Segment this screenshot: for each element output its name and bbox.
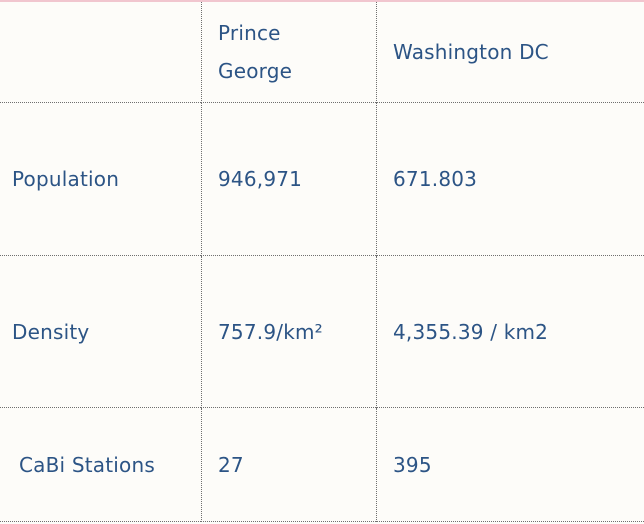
row-label-cabi-stations: CaBi Stations <box>0 408 201 522</box>
density-washington-dc: 4,355.39 / km2 <box>376 256 644 408</box>
population-washington-dc: 671.803 <box>376 103 644 256</box>
header-prince-george-text: Prince George <box>218 14 292 90</box>
population-prince-george: 946,971 <box>201 103 376 256</box>
header-empty-cell <box>0 2 201 103</box>
row-label-density: Density <box>0 256 201 408</box>
cabi-stations-prince-george: 27 <box>201 408 376 522</box>
top-border <box>0 0 644 2</box>
header-washington-dc: Washington DC <box>376 2 644 103</box>
density-prince-george: 757.9/km² <box>201 256 376 408</box>
header-prince-george-line1: Prince <box>218 21 281 45</box>
row-label-population: Population <box>0 103 201 256</box>
header-prince-george: Prince George <box>201 2 376 103</box>
header-prince-george-line2: George <box>218 59 293 83</box>
cabi-stations-washington-dc: 395 <box>376 408 644 522</box>
